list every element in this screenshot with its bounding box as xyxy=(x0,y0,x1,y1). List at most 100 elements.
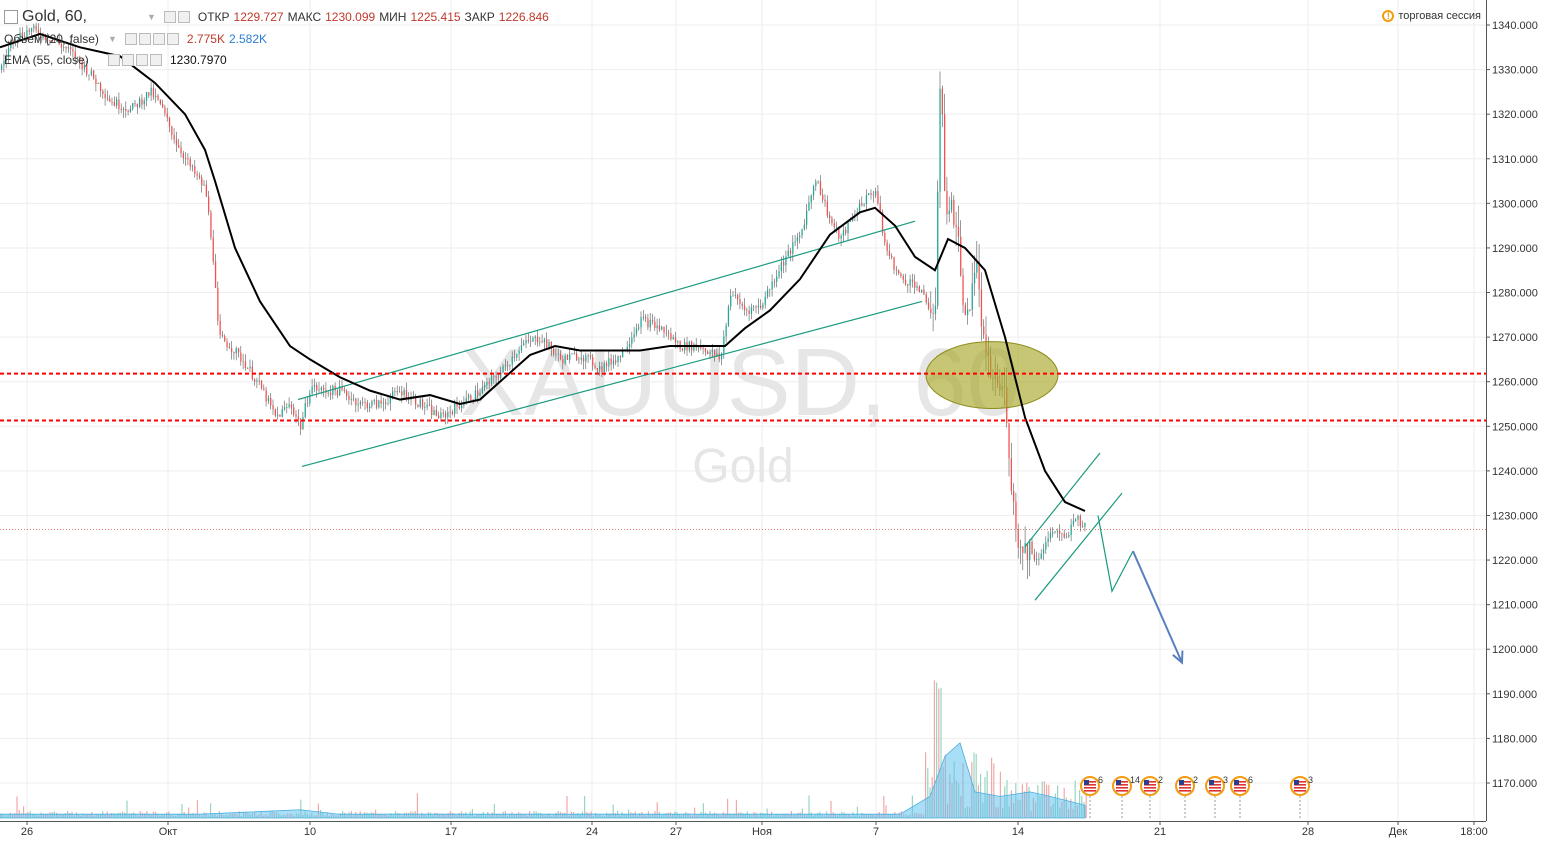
projection-arrow[interactable] xyxy=(1132,550,1183,664)
close-icon[interactable] xyxy=(166,33,179,45)
candle-body xyxy=(677,341,679,343)
settings-icon[interactable] xyxy=(138,33,151,45)
flag-stripe xyxy=(1234,784,1246,786)
events-layer[interactable]: 6 14 2 2 3 6 3 xyxy=(1080,775,1313,818)
candle-body xyxy=(507,365,509,367)
candle-body xyxy=(159,99,161,104)
volume-bar xyxy=(566,795,568,818)
candle-body xyxy=(440,412,442,419)
volume-bar xyxy=(16,796,18,818)
time-tick-label: 21 xyxy=(1154,826,1166,838)
candle-body xyxy=(70,47,72,50)
settings-icon[interactable] xyxy=(122,54,134,66)
eye-icon[interactable] xyxy=(108,54,120,66)
chevron-down-icon[interactable]: ▼ xyxy=(108,34,117,44)
candle-body xyxy=(463,403,465,406)
candle-body xyxy=(272,405,274,410)
drawings-layer[interactable] xyxy=(297,220,1184,665)
candle-body xyxy=(969,309,971,311)
close-icon[interactable] xyxy=(150,54,162,66)
candle-body xyxy=(753,306,755,308)
candle-body xyxy=(270,397,272,406)
highlight-ellipse[interactable] xyxy=(925,341,1059,409)
session-indicator[interactable]: ! торговая сессия xyxy=(1382,10,1481,22)
economic-event-icon[interactable]: 3 xyxy=(1205,775,1228,818)
candle-body xyxy=(65,47,67,49)
candle-body xyxy=(109,98,111,102)
economic-event-icon[interactable]: 6 xyxy=(1080,775,1103,818)
candle-body xyxy=(663,326,665,333)
eye-icon[interactable] xyxy=(163,11,176,23)
candle-body xyxy=(88,74,90,76)
volume-study-label: Объем (20, false) xyxy=(4,32,99,46)
candle-body xyxy=(766,289,769,297)
economic-event-icon[interactable]: 3 xyxy=(1290,775,1313,818)
candle-body xyxy=(129,108,132,113)
economic-event-icon[interactable]: 2 xyxy=(1175,775,1198,818)
economic-event-icon[interactable]: 14 xyxy=(1112,775,1140,818)
candle-body xyxy=(783,262,785,266)
candle-body xyxy=(265,390,267,402)
trend-channel-lower[interactable] xyxy=(1034,492,1123,601)
candle-body xyxy=(504,365,506,367)
price-tick-label: 1240.000 xyxy=(1492,466,1538,478)
candle-body xyxy=(973,272,976,284)
candle-body xyxy=(316,384,318,391)
candle-body xyxy=(81,61,83,69)
volume-bar xyxy=(883,795,885,818)
time-axis[interactable]: 26 Окт 10 17 24 27 Ноя 7 14 21 28 Дек 18:00 xyxy=(0,821,1488,838)
economic-event-icon[interactable]: 6 xyxy=(1230,775,1253,818)
flag-canton xyxy=(1179,780,1184,785)
event-ring xyxy=(1140,776,1160,796)
collapse-icon[interactable] xyxy=(4,10,18,24)
candle-body xyxy=(359,401,362,405)
candle-body xyxy=(1033,554,1035,560)
candle-body xyxy=(405,389,408,400)
candle-body xyxy=(1017,529,1019,548)
volume-bar xyxy=(300,799,302,818)
event-count: 6 xyxy=(1248,775,1253,785)
candle-body xyxy=(449,411,451,413)
event-ring xyxy=(1112,776,1132,796)
candle-body xyxy=(835,227,838,228)
candle-body xyxy=(288,404,290,407)
candle-body xyxy=(852,216,854,222)
candle-body xyxy=(550,341,552,349)
candle-body xyxy=(1047,538,1049,543)
candle-body xyxy=(511,356,513,365)
candle-body xyxy=(785,256,787,266)
candle-body xyxy=(490,376,493,384)
plus-icon[interactable] xyxy=(152,33,165,45)
candle-body xyxy=(435,409,437,416)
chevron-down-icon[interactable]: ▼ xyxy=(146,12,156,22)
candle-body xyxy=(707,351,709,355)
flag-stripe xyxy=(1209,781,1221,783)
candle-body xyxy=(120,108,122,111)
settings-icon[interactable] xyxy=(177,11,190,23)
candle-body xyxy=(488,381,490,384)
candle-body xyxy=(481,387,483,393)
projection-zigzag[interactable] xyxy=(1097,515,1134,594)
plus-icon[interactable] xyxy=(136,54,148,66)
volume-bar xyxy=(471,808,473,818)
candle-body xyxy=(902,276,904,280)
price-axis[interactable]: 1170.000 1180.000 1190.000 1200.000 1210.000… xyxy=(1486,0,1547,841)
volume-bar xyxy=(656,802,658,818)
flag-stripe xyxy=(1084,790,1096,792)
trend-channel-lower[interactable] xyxy=(301,300,923,468)
candle-body xyxy=(214,261,217,288)
candle-body xyxy=(477,390,479,396)
candle-body xyxy=(366,402,368,409)
trend-channel-upper[interactable] xyxy=(297,220,916,401)
economic-event-icon[interactable]: 2 xyxy=(1140,775,1163,818)
eye-icon[interactable] xyxy=(124,33,137,45)
candle-body xyxy=(300,419,302,430)
candle-body xyxy=(605,362,608,367)
candle-body xyxy=(518,350,520,354)
candle-body xyxy=(424,407,426,408)
volume-legend: Объем (20, false) ▼ 2.775K 2.582K xyxy=(4,32,267,46)
candle-body xyxy=(465,398,467,404)
flag-canton xyxy=(1294,780,1299,785)
flag-stripe xyxy=(1294,787,1306,789)
